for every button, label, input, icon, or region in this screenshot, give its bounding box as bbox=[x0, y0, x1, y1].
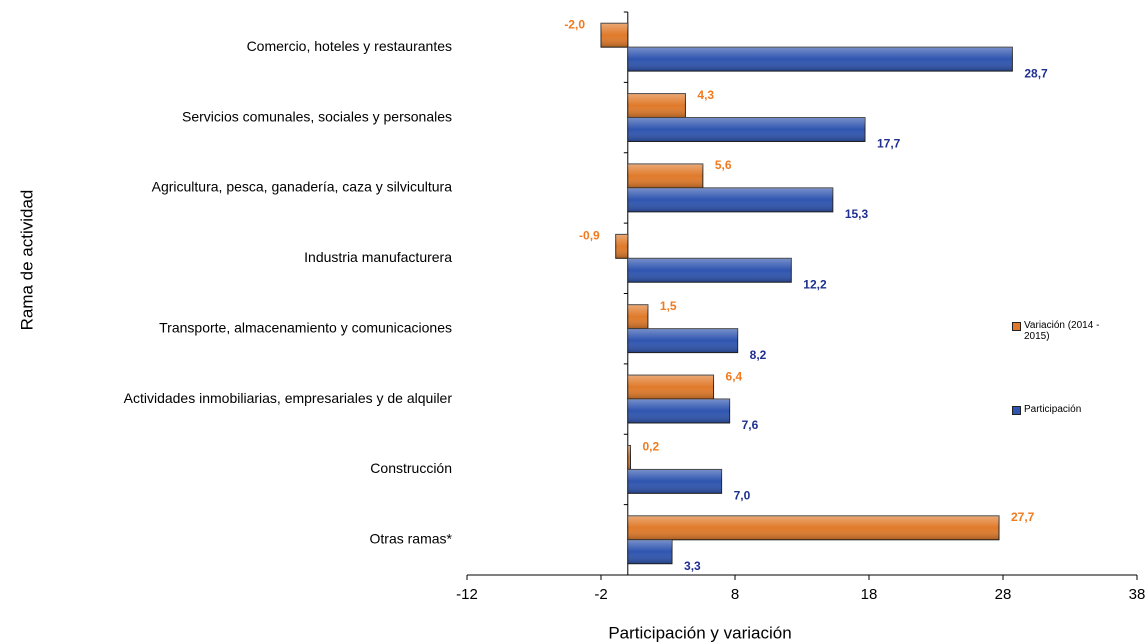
y-tick-label: Actividades inmobiliarias, empresariales… bbox=[124, 390, 453, 406]
value-label: 7,0 bbox=[734, 489, 751, 503]
y-tick-label: Comercio, hoteles y restaurantes bbox=[247, 38, 452, 54]
bar-shade bbox=[627, 93, 686, 118]
y-axis-title: Rama de actividad bbox=[17, 190, 36, 331]
value-label: 0,2 bbox=[642, 440, 659, 454]
y-tick-label: Industria manufacturera bbox=[304, 249, 452, 265]
x-tick-label: 8 bbox=[731, 586, 739, 603]
y-tick-label: Transporte, almacenamiento y comunicacio… bbox=[159, 319, 452, 335]
x-tick-label: 18 bbox=[861, 586, 878, 603]
x-tick-label: -2 bbox=[594, 586, 607, 603]
x-tick-label: -12 bbox=[456, 586, 478, 603]
bar-shade bbox=[627, 328, 738, 353]
legend-label: Participación bbox=[1024, 404, 1082, 415]
bar-shade bbox=[627, 399, 730, 423]
bar-shade bbox=[627, 539, 673, 564]
bar-shade bbox=[627, 187, 833, 212]
legend-swatch bbox=[1012, 322, 1021, 331]
bar-shade bbox=[627, 164, 703, 188]
value-label: 15,3 bbox=[845, 207, 869, 221]
value-label: 6,4 bbox=[726, 369, 743, 383]
y-tick-label: Otras ramas* bbox=[370, 531, 453, 547]
bar-shade bbox=[627, 445, 631, 470]
value-label: -2,0 bbox=[564, 17, 585, 31]
y-tick-label: Servicios comunales, sociales y personal… bbox=[182, 108, 452, 124]
value-label: 1,5 bbox=[660, 299, 677, 313]
legend-label: Variación (2014 - 2015) bbox=[1024, 320, 1100, 342]
legend-item: Variación (2014 - 2015) bbox=[1012, 320, 1122, 342]
value-label: 12,2 bbox=[803, 277, 827, 291]
bar-shade bbox=[627, 469, 722, 494]
bar-shade bbox=[627, 375, 714, 400]
value-label: 7,6 bbox=[742, 418, 759, 432]
y-tick-label: Agricultura, pesca, ganadería, caza y si… bbox=[152, 179, 453, 195]
value-label: 28,7 bbox=[1024, 66, 1048, 80]
value-label: 17,7 bbox=[877, 137, 901, 151]
x-tick-label: 38 bbox=[1129, 586, 1146, 603]
bar-shade bbox=[601, 23, 628, 48]
value-label: 5,6 bbox=[715, 158, 732, 172]
bar-shade bbox=[627, 47, 1013, 72]
value-label: 4,3 bbox=[697, 88, 714, 102]
legend-item: Participación bbox=[1012, 404, 1122, 415]
x-axis-title: Participación y variación bbox=[608, 623, 791, 642]
value-label: 27,7 bbox=[1011, 510, 1035, 524]
y-tick-label: Construcción bbox=[370, 460, 452, 476]
bar-shade bbox=[627, 258, 792, 283]
legend-swatch bbox=[1012, 406, 1021, 415]
bar-shade bbox=[615, 234, 628, 259]
bar-shade bbox=[627, 304, 648, 329]
bar-shade bbox=[627, 515, 999, 540]
x-tick-label: 28 bbox=[995, 586, 1012, 603]
value-label: 3,3 bbox=[684, 559, 701, 573]
value-label: -0,9 bbox=[579, 229, 600, 243]
value-label: 8,2 bbox=[750, 348, 767, 362]
bar-shade bbox=[627, 117, 865, 142]
